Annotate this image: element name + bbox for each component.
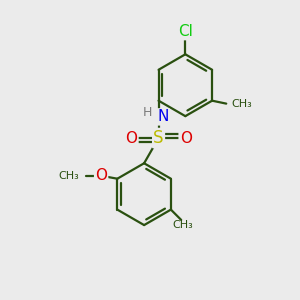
Text: S: S: [153, 129, 164, 147]
Text: O: O: [180, 130, 192, 146]
Text: O: O: [95, 168, 107, 183]
Text: CH₃: CH₃: [172, 220, 193, 230]
Text: O: O: [125, 130, 137, 146]
Text: Cl: Cl: [178, 24, 193, 39]
Text: N: N: [157, 110, 169, 124]
Text: CH₃: CH₃: [232, 99, 252, 109]
Text: H: H: [143, 106, 152, 119]
Text: CH₃: CH₃: [58, 171, 80, 181]
